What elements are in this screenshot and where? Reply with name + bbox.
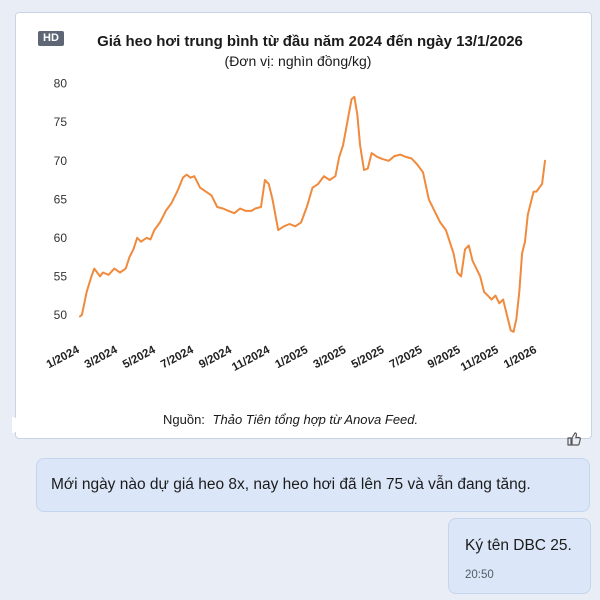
thumbs-up-icon[interactable] xyxy=(566,431,582,447)
x-tick-label: 1/2024 xyxy=(45,344,82,371)
message-bubble[interactable]: Mới ngày nào dự giá heo 8x, nay heo hơi … xyxy=(36,458,590,512)
x-tick-label: 9/2025 xyxy=(426,344,463,371)
y-tick-label: 60 xyxy=(54,231,68,245)
chart-source: Nguồn: Thảo Tiên tổng hợp từ Anova Feed. xyxy=(163,412,418,427)
x-tick-label: 11/2024 xyxy=(230,344,272,374)
price-line xyxy=(79,95,546,333)
x-tick-label: 7/2025 xyxy=(388,344,425,371)
x-tick-label: 5/2025 xyxy=(350,344,387,371)
source-text: Thảo Tiên tổng hợp từ Anova Feed. xyxy=(213,412,419,427)
price-chart: Giá heo hơi trung bình từ đầu năm 2024 đ… xyxy=(45,33,546,427)
x-tick-label: 1/2026 xyxy=(502,344,539,371)
y-tick-label: 70 xyxy=(54,154,68,168)
chart-image-card[interactable]: HD xyxy=(12,12,592,439)
chart-subtitle: (Đơn vị: nghìn đồng/kg) xyxy=(225,53,372,69)
y-tick-label: 50 xyxy=(54,308,68,322)
message-text: Mới ngày nào dự giá heo 8x, nay heo hơi … xyxy=(51,476,531,493)
source-prefix: Nguồn: xyxy=(163,412,205,427)
message-time: 20:50 xyxy=(465,569,494,581)
x-tick-label: 1/2025 xyxy=(273,344,310,371)
x-tick-label: 3/2024 xyxy=(83,344,120,371)
x-tick-label: 7/2024 xyxy=(159,344,196,371)
x-tick-label: 9/2024 xyxy=(197,344,234,371)
y-tick-label: 75 xyxy=(54,115,68,129)
message-bubble-signature[interactable]: Ký tên DBC 25. 20:50 xyxy=(448,518,591,594)
y-tick-label: 65 xyxy=(54,192,68,206)
hd-badge: HD xyxy=(38,31,64,46)
scroll-nub xyxy=(12,417,20,433)
x-tick-label: 3/2025 xyxy=(312,344,349,371)
y-tick-label: 55 xyxy=(54,269,68,283)
chart-title: Giá heo hơi trung bình từ đầu năm 2024 đ… xyxy=(97,33,523,50)
x-tick-label: 11/2025 xyxy=(459,344,501,374)
x-tick-label: 5/2024 xyxy=(121,344,158,371)
message-text: Ký tên DBC 25. xyxy=(465,537,572,554)
y-tick-label: 80 xyxy=(54,77,68,91)
